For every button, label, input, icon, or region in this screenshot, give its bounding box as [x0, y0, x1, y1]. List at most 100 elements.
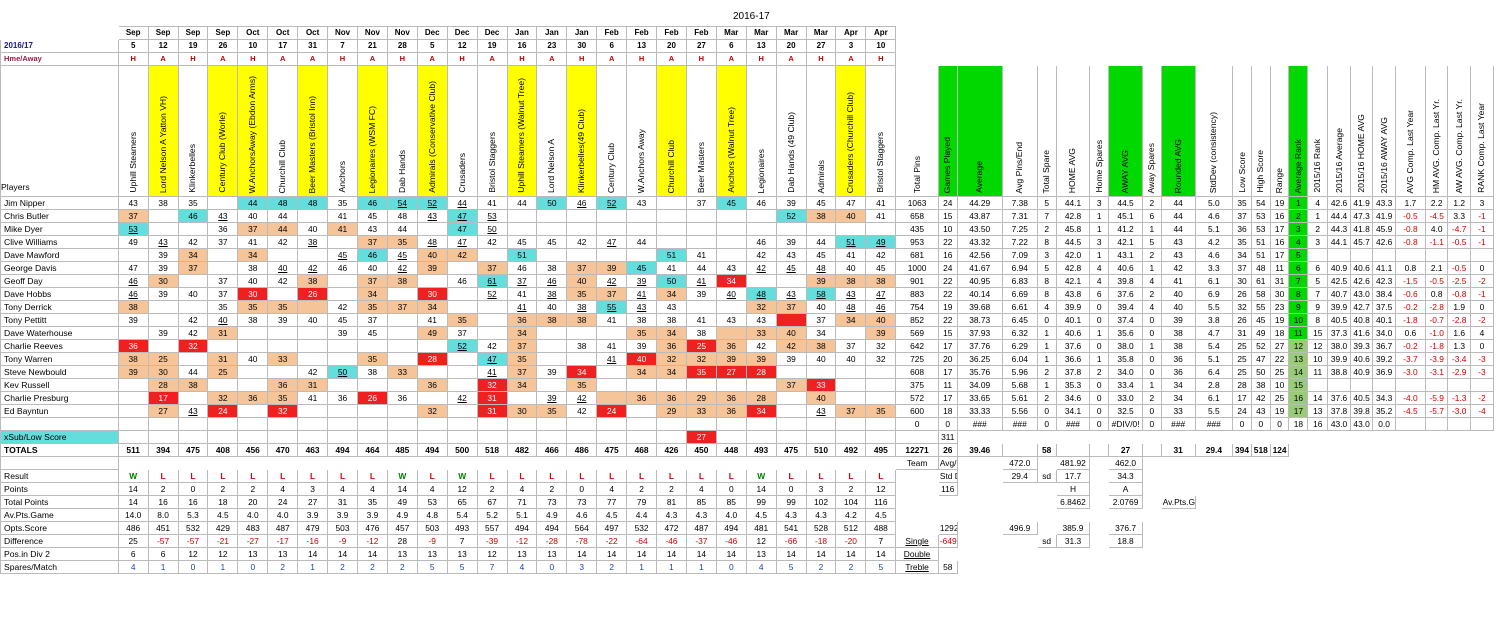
summary-value: -12: [356, 534, 388, 548]
summary-value: 14: [656, 547, 687, 561]
empty-cell: [1470, 548, 1493, 561]
empty-cell: [938, 27, 957, 40]
xsub-score: [147, 430, 179, 444]
summary-value: L: [327, 469, 358, 483]
player-stat: 36: [1160, 365, 1196, 379]
match-total: 485: [386, 443, 418, 457]
summary-value: 0: [715, 482, 747, 496]
player-stat: 37.8: [1055, 365, 1091, 379]
player-stat: 1063: [895, 196, 939, 210]
player-score: 41: [596, 352, 628, 366]
match-day: 6: [715, 39, 747, 53]
empty-cell: [1109, 548, 1143, 561]
player-stat: 5: [1036, 196, 1057, 210]
match-total: 482: [506, 443, 538, 457]
player-score: 46: [745, 196, 777, 210]
player-stat: 52: [1250, 339, 1271, 353]
player-score: 42: [566, 404, 598, 418]
team-label: Team: [895, 456, 939, 470]
home-away-flag: A: [267, 52, 299, 66]
player-score: 38: [297, 235, 329, 249]
empty-cell: [1161, 483, 1195, 496]
opponent-header: W.Anchors Away: [626, 65, 658, 197]
player-score: 32: [685, 352, 717, 366]
player-stat: [1307, 248, 1329, 262]
player-score: 32: [476, 378, 508, 392]
opponent-name: Bristol Staggers: [486, 132, 497, 193]
player-stat: 5.5: [1194, 404, 1234, 418]
player-row: Kev Russell 28 38 36 31 36 32 34 35 37 33 375 11 34.0…: [0, 378, 1495, 392]
empty-cell: [1142, 40, 1161, 53]
player-score: 34: [656, 287, 687, 301]
blank-stat: 0: [937, 417, 958, 431]
player-score: 37: [356, 274, 388, 288]
player-stat: 22: [937, 274, 958, 288]
player-score: 31: [207, 326, 239, 340]
player-stat: 725: [895, 352, 939, 366]
player-score: 46: [117, 274, 149, 288]
summary-value: -28: [536, 534, 568, 548]
player-stat: -1.3: [1447, 391, 1471, 405]
player-score: 43: [626, 300, 658, 314]
player-stat: 44.5: [1108, 196, 1143, 210]
player-stat: 15: [937, 326, 958, 340]
summary-value: 2: [237, 482, 269, 496]
summary-value: 5: [446, 560, 478, 574]
empty-cell: [1395, 53, 1425, 66]
summary-value: 4.5: [207, 508, 239, 522]
player-stat: [1372, 378, 1396, 392]
player-stat: 6.1: [1194, 391, 1234, 405]
opponent-header: W.AnchorsAway (Ebdon Arms): [237, 65, 269, 197]
player-name: Geoff Day: [0, 274, 119, 288]
summary-value: 12: [177, 547, 209, 561]
player-stat: 39.3: [1349, 339, 1374, 353]
empty-cell: [0, 456, 119, 470]
empty-cell: [536, 417, 568, 431]
empty-cell: [1251, 548, 1270, 561]
player-stat: 40.1: [1055, 313, 1091, 327]
player-row: Charlie Presburg 17 32 36 35 41 36 26 36 42 31 39 42…: [0, 391, 1495, 405]
player-stat: 6.32: [1001, 326, 1038, 340]
summary-value: 2: [267, 560, 299, 574]
empty-cell: [715, 417, 747, 431]
summary-value: 5: [416, 560, 448, 574]
player-score: 44: [685, 261, 717, 275]
stat-header-label: 2015/16 HOME AVG: [1356, 114, 1367, 193]
summary-value: 2: [536, 482, 568, 496]
summary-value: 3.9: [297, 508, 329, 522]
player-stat: 3.8: [1194, 313, 1234, 327]
summary-value: 13: [416, 547, 448, 561]
empty-cell: [1270, 509, 1289, 522]
player-score: [356, 378, 388, 392]
home-away-flag: H: [805, 52, 837, 66]
player-stat: -3: [1469, 365, 1495, 379]
player-score: 43: [775, 248, 807, 262]
summary-value: 4.6: [566, 508, 598, 522]
empty-cell: [895, 430, 939, 444]
empty-cell: [237, 417, 269, 431]
player-stat: 19: [937, 300, 958, 314]
empty-cell: [1161, 457, 1195, 470]
player-score: 39: [327, 326, 358, 340]
empty-cell: [1195, 535, 1233, 548]
empty-cell: [506, 417, 538, 431]
player-stat: 44.3: [1327, 222, 1351, 236]
empty-cell: [938, 496, 957, 509]
player-stat: -4: [1469, 404, 1495, 418]
match-day: 5: [117, 39, 149, 53]
summary-value: -64: [626, 534, 658, 548]
empty-cell: [328, 457, 358, 470]
summary-value: 2: [835, 482, 867, 496]
summary-value: 14: [117, 495, 149, 509]
summary-value: 493: [446, 521, 478, 535]
summary-value: 4.4: [626, 508, 658, 522]
opponent-name: Uphill Steamers: [127, 132, 138, 193]
player-score: [656, 378, 687, 392]
player-stat: 569: [895, 326, 939, 340]
player-score: 42: [596, 274, 628, 288]
empty-cell: [208, 457, 238, 470]
player-score: [416, 365, 448, 379]
player-score: 39: [536, 391, 568, 405]
summary-value: 2: [327, 560, 358, 574]
player-stat: -3.1: [1424, 365, 1449, 379]
